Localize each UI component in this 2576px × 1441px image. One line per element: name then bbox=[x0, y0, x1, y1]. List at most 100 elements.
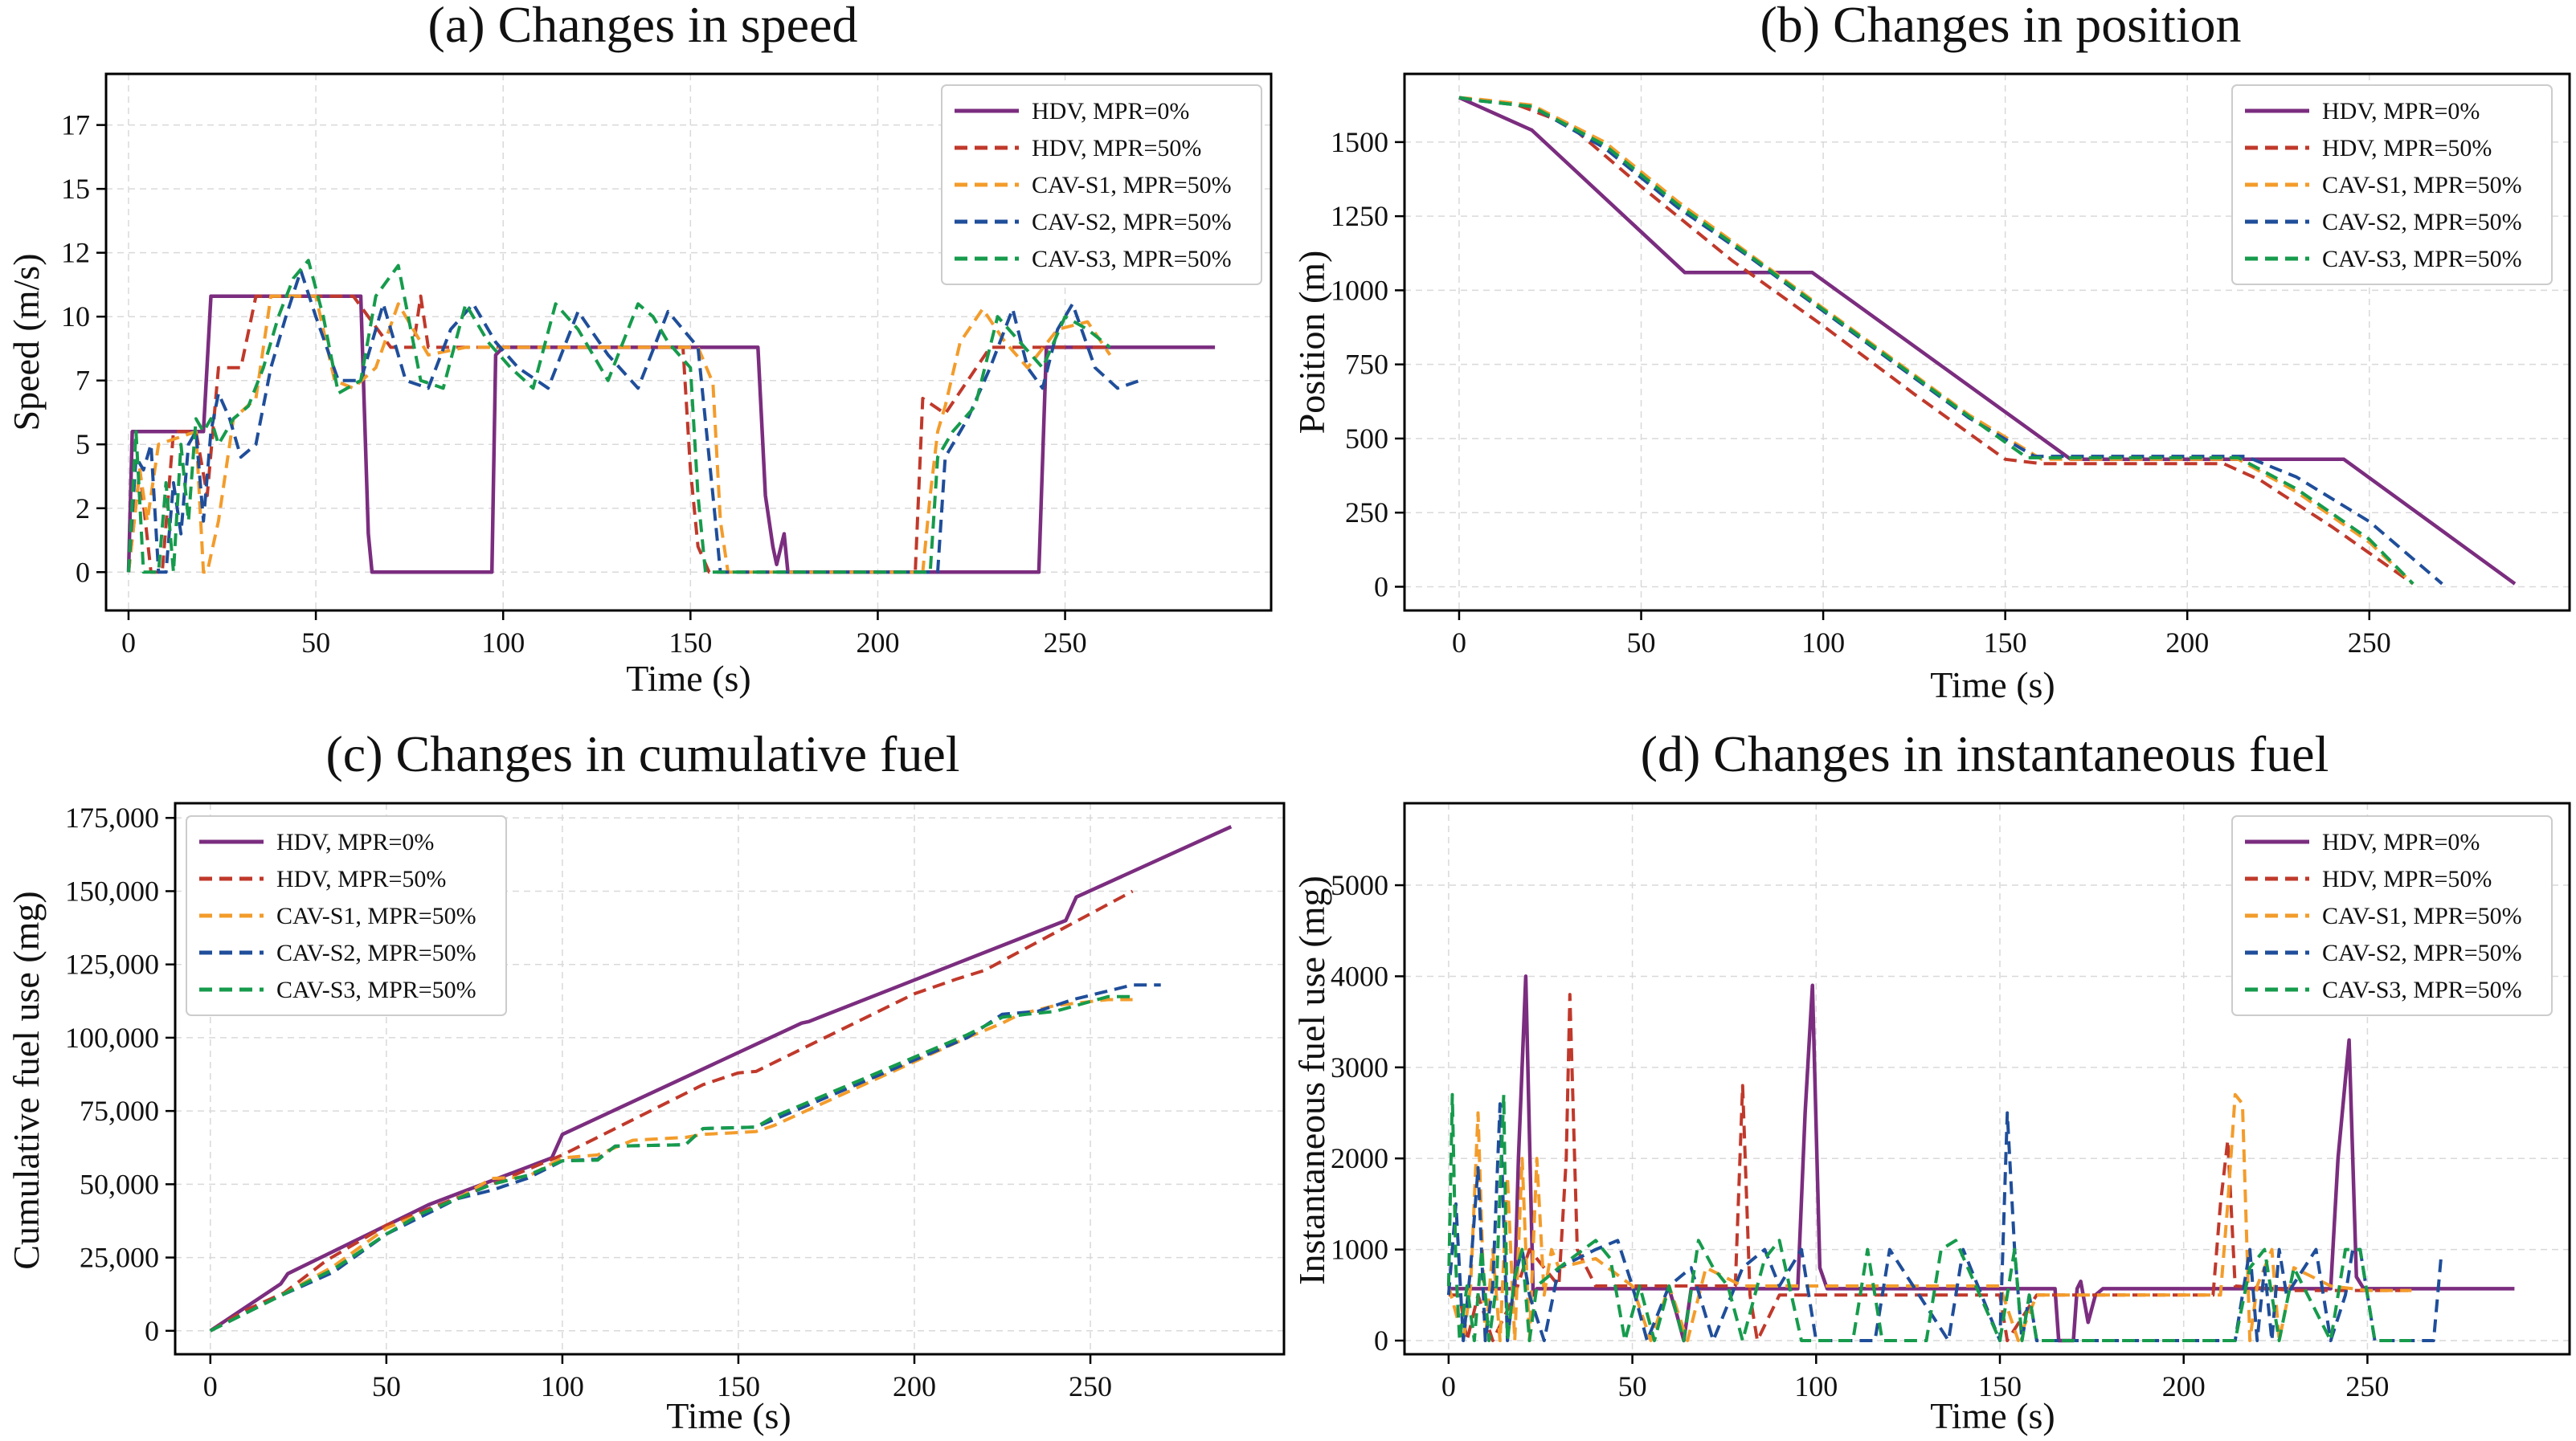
panel-c-legend-label: HDV, MPR=0% bbox=[276, 829, 434, 855]
panel-b-series-line-0 bbox=[1458, 96, 2517, 586]
panel-c-ylabel: Cumulative fuel use (mg) bbox=[6, 891, 47, 1269]
panel-a-ytick-label: 15 bbox=[61, 173, 90, 205]
panel-b-xlabel: Time (s) bbox=[1930, 664, 2055, 705]
panel-c-ytick-label: 100,000 bbox=[65, 1022, 159, 1054]
panel-a-series-line-1 bbox=[127, 294, 1110, 574]
panel-a-xlabel: Time (s) bbox=[626, 658, 751, 699]
panel-d-xtick-label: 0 bbox=[1441, 1370, 1456, 1402]
panel-c-ytick-label: 75,000 bbox=[80, 1095, 159, 1127]
panel-b-xtick-label: 50 bbox=[1627, 627, 1656, 659]
panel-a-ytick-label: 5 bbox=[76, 428, 90, 460]
panel-d-ytick-label: 3000 bbox=[1331, 1051, 1388, 1084]
panel-b-series-group bbox=[1458, 96, 2517, 586]
panel-c-legend-label: CAV-S1, MPR=50% bbox=[276, 903, 476, 929]
panel-b-legend-label: CAV-S2, MPR=50% bbox=[2322, 209, 2522, 235]
panel-a-ylabel: Speed (m/s) bbox=[6, 253, 47, 431]
panel-d-ytick-label: 4000 bbox=[1331, 960, 1388, 992]
panel-c-xtick-label: 0 bbox=[203, 1370, 218, 1402]
panel-a-legend-label: HDV, MPR=0% bbox=[1032, 98, 1189, 125]
panel-a-speed: (a) Changes in speed 0 50 100 150 200 250 0 2 5… bbox=[6, 0, 1273, 699]
panel-d-xtick-label: 200 bbox=[2162, 1370, 2206, 1402]
panel-c-ytick-label: 25,000 bbox=[80, 1242, 159, 1274]
panel-d-xtick-label: 250 bbox=[2345, 1370, 2389, 1402]
panel-d-instantaneous-fuel: (d) Changes in instantaneous fuel 0 50 100… bbox=[1291, 725, 2571, 1436]
panel-c-series-line-3 bbox=[209, 983, 1161, 1333]
panel-c-xtick-label: 50 bbox=[372, 1370, 401, 1402]
panel-b-xtick-label: 100 bbox=[1801, 627, 1845, 659]
panel-a-xtick-label: 0 bbox=[121, 627, 136, 659]
panel-b-xtick-label: 0 bbox=[1452, 627, 1466, 659]
panel-d-title: (d) Changes in instantaneous fuel bbox=[1641, 725, 2329, 782]
panel-c-legend-label: HDV, MPR=50% bbox=[276, 866, 446, 892]
panel-c-legend-label: CAV-S3, MPR=50% bbox=[276, 977, 476, 1003]
panel-a-legend-label: HDV, MPR=50% bbox=[1032, 135, 1201, 161]
panel-d-legend-label: CAV-S1, MPR=50% bbox=[2322, 903, 2522, 929]
panel-b-xtick-label: 200 bbox=[2165, 627, 2209, 659]
panel-d-xtick-label: 50 bbox=[1618, 1370, 1647, 1402]
panel-d-legend-label: HDV, MPR=0% bbox=[2322, 829, 2480, 855]
panel-c-series-group bbox=[209, 825, 1233, 1333]
panel-b-ytick-label: 0 bbox=[1374, 570, 1388, 602]
panel-a-xtick-label: 100 bbox=[481, 627, 525, 659]
panel-a-frame bbox=[104, 72, 1273, 612]
panel-a-xtick-label: 150 bbox=[669, 627, 712, 659]
panel-b-ytick-label: 1250 bbox=[1331, 200, 1388, 232]
panel-a-title: (a) Changes in speed bbox=[428, 0, 858, 53]
panel-a-ytick-label: 10 bbox=[61, 300, 90, 333]
panel-d-series-line-2 bbox=[1446, 1092, 2412, 1342]
panel-c-series-line-4 bbox=[209, 994, 1133, 1333]
panel-d-legend-label: CAV-S2, MPR=50% bbox=[2322, 940, 2522, 966]
panel-a-legend: HDV, MPR=0% HDV, MPR=50% CAV-S1, MPR=50% CA… bbox=[941, 84, 1262, 285]
panel-d-ylabel: Instantaneous fuel use (mg) bbox=[1291, 876, 1332, 1285]
panel-b-ytick-label: 250 bbox=[1345, 496, 1388, 529]
panel-a-ytick-label: 7 bbox=[76, 365, 90, 397]
panel-c-xtick-label: 250 bbox=[1069, 1370, 1112, 1402]
panel-b-frame bbox=[1403, 72, 2571, 612]
panel-a-legend-label: CAV-S3, MPR=50% bbox=[1032, 246, 1232, 272]
panel-c-series-line-2 bbox=[209, 998, 1133, 1333]
panel-b-legend: HDV, MPR=0% HDV, MPR=50% CAV-S1, MPR=50% CA… bbox=[2231, 84, 2553, 285]
panel-c-ytick-label: 0 bbox=[145, 1315, 159, 1347]
panel-d-ytick-label: 5000 bbox=[1331, 869, 1388, 901]
panel-c-frame bbox=[174, 802, 1286, 1356]
panel-d-ytick-label: 1000 bbox=[1331, 1234, 1388, 1266]
panel-a-series-group bbox=[126, 259, 1216, 574]
panel-c-legend: HDV, MPR=0% HDV, MPR=50% CAV-S1, MPR=50% CA… bbox=[186, 815, 507, 1016]
panel-c-ytick-label: 175,000 bbox=[65, 802, 159, 834]
panel-d-xtick-label: 150 bbox=[1978, 1370, 2022, 1402]
panel-a-ytick-label: 2 bbox=[76, 492, 90, 525]
panel-b-xtick-label: 250 bbox=[2348, 627, 2391, 659]
panel-c-xtick-label: 100 bbox=[541, 1370, 584, 1402]
panel-a-legend-box bbox=[941, 84, 1262, 285]
panel-d-ytick-label: 2000 bbox=[1331, 1142, 1388, 1174]
panel-c-xtick-label: 200 bbox=[893, 1370, 936, 1402]
panel-d-legend: HDV, MPR=0% HDV, MPR=50% CAV-S1, MPR=50% CA… bbox=[2231, 815, 2553, 1016]
panel-d-frame bbox=[1403, 802, 2571, 1356]
panel-d-legend-label: CAV-S3, MPR=50% bbox=[2322, 977, 2522, 1003]
panel-b-ytick-label: 750 bbox=[1345, 349, 1388, 381]
panel-b-ylabel: Position (m) bbox=[1291, 251, 1332, 435]
panel-b-series-line-4 bbox=[1458, 96, 2414, 586]
panel-a-ytick-label: 17 bbox=[61, 109, 90, 141]
panel-d-xlabel: Time (s) bbox=[1930, 1395, 2055, 1436]
panel-c-title: (c) Changes in cumulative fuel bbox=[325, 725, 959, 782]
panel-d-xtick-label: 100 bbox=[1794, 1370, 1838, 1402]
panel-c-series-line-1 bbox=[209, 889, 1134, 1333]
panel-d-series-line-4 bbox=[1446, 1092, 2412, 1342]
panel-d-series-line-3 bbox=[1446, 1102, 2443, 1342]
panel-c-xlabel: Time (s) bbox=[666, 1395, 791, 1436]
panel-a-series-line-4 bbox=[127, 259, 1111, 574]
panel-d-legend-box bbox=[2231, 815, 2553, 1016]
panel-c-legend-label: CAV-S2, MPR=50% bbox=[276, 940, 476, 966]
panel-c-series-line-0 bbox=[209, 825, 1233, 1333]
panel-a-ytick-label: 0 bbox=[76, 556, 90, 588]
panel-b-legend-box bbox=[2231, 84, 2553, 285]
panel-a-series-line-2 bbox=[127, 294, 1112, 574]
panel-b-legend-label: CAV-S1, MPR=50% bbox=[2322, 172, 2522, 198]
panel-b-ytick-label: 1000 bbox=[1331, 274, 1388, 306]
panel-b-legend-label: CAV-S3, MPR=50% bbox=[2322, 246, 2522, 272]
panel-b-title: (b) Changes in position bbox=[1760, 0, 2241, 53]
panel-c-ytick-label: 50,000 bbox=[80, 1168, 159, 1200]
panel-a-xtick-label: 200 bbox=[856, 627, 899, 659]
